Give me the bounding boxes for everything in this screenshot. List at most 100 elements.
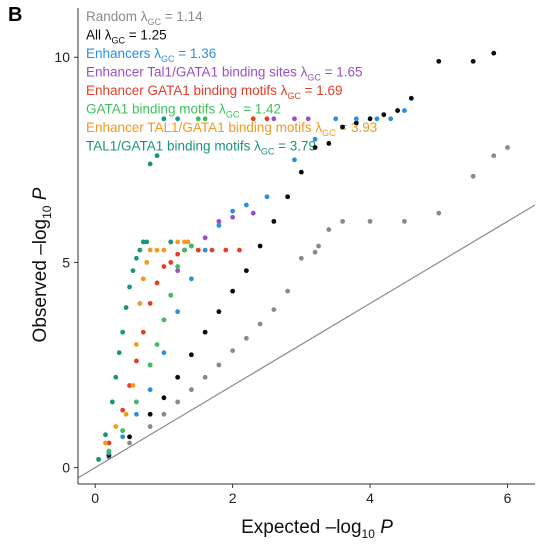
data-point [120, 329, 126, 335]
data-point [285, 194, 291, 200]
data-point [230, 288, 236, 294]
data-point [292, 157, 297, 163]
legend-entry: Enhancer TAL1/GATA1 binding motifs λGC =… [86, 120, 377, 138]
data-point [491, 50, 497, 56]
reference-line [77, 204, 536, 479]
data-point [250, 116, 256, 122]
data-point [326, 141, 332, 146]
data-point [103, 440, 108, 446]
data-point [120, 434, 126, 440]
data-point [216, 362, 222, 368]
data-points [96, 50, 510, 462]
data-point [127, 284, 132, 290]
data-point [134, 342, 139, 347]
data-point [96, 456, 102, 462]
data-point [202, 329, 208, 335]
data-point [188, 387, 194, 393]
data-point [168, 239, 174, 245]
data-point [381, 112, 387, 118]
data-point [168, 292, 174, 298]
data-point [230, 348, 236, 354]
data-point [491, 153, 497, 159]
data-point [202, 374, 208, 380]
data-point [340, 218, 345, 224]
data-point [161, 247, 167, 253]
data-point [216, 223, 222, 228]
data-point [175, 268, 181, 274]
data-point [154, 247, 160, 253]
x-tick-label: 0 [91, 490, 99, 506]
data-point [120, 428, 126, 434]
data-point [123, 305, 129, 310]
series-6 [96, 239, 191, 462]
data-point [144, 260, 150, 265]
data-point [175, 399, 181, 405]
data-point [109, 399, 115, 405]
data-point [312, 145, 318, 150]
legend-entry: Enhancers λGC = 1.36 [86, 46, 216, 64]
data-point [127, 383, 132, 388]
data-point [312, 136, 318, 142]
y-tick-label: 0 [62, 460, 70, 476]
data-point [408, 95, 414, 101]
data-point [402, 218, 407, 224]
data-point [175, 374, 181, 380]
data-point [209, 247, 215, 253]
data-point [292, 116, 297, 122]
series-5 [106, 116, 208, 454]
data-point [120, 407, 126, 413]
data-point [326, 227, 332, 232]
data-point [147, 362, 153, 368]
data-point [144, 239, 150, 245]
data-point [257, 243, 263, 249]
data-point [470, 58, 476, 64]
x-tick-label: 2 [229, 490, 237, 506]
data-point [195, 116, 201, 122]
data-point [388, 116, 394, 122]
series-2 [106, 108, 407, 456]
x-tick-label: 4 [366, 490, 374, 506]
data-point [134, 255, 139, 261]
data-point [436, 58, 442, 64]
legend-entry: All λGC = 1.25 [86, 28, 167, 46]
x-tick-label: 6 [504, 490, 512, 506]
y-tick-label: 5 [62, 254, 70, 270]
data-point [113, 374, 119, 380]
data-point [175, 239, 181, 245]
data-point [216, 218, 222, 224]
data-point [106, 448, 112, 454]
data-point [127, 434, 132, 440]
data-point [353, 116, 359, 122]
data-point [216, 309, 222, 315]
data-point [140, 239, 146, 245]
data-point [312, 249, 318, 255]
x-axis-title: Expected –log10 P [241, 517, 393, 541]
plot-area [77, 50, 536, 479]
data-point [505, 145, 510, 150]
data-point [147, 247, 153, 253]
data-point [175, 251, 181, 257]
data-point [243, 335, 249, 341]
legend-entry: Enhancer GATA1 binding motifs λGC = 1.69 [86, 83, 343, 101]
data-point [140, 276, 146, 282]
data-point [103, 432, 108, 438]
data-point [436, 210, 442, 216]
data-point [202, 116, 208, 122]
series-1 [106, 50, 497, 458]
data-point [113, 424, 119, 429]
data-point [154, 342, 160, 347]
data-point [106, 440, 112, 446]
data-point [161, 350, 167, 356]
data-point [137, 247, 143, 253]
data-point [185, 239, 191, 245]
panel-label: B [8, 4, 22, 26]
data-point [250, 210, 256, 216]
data-point [271, 116, 277, 122]
legend-entry: Enhancer Tal1/GATA1 binding sites λGC = … [86, 65, 363, 83]
data-point [202, 235, 208, 241]
data-point [116, 350, 122, 356]
data-point [127, 440, 132, 446]
data-point [367, 116, 373, 122]
data-point [134, 411, 139, 417]
